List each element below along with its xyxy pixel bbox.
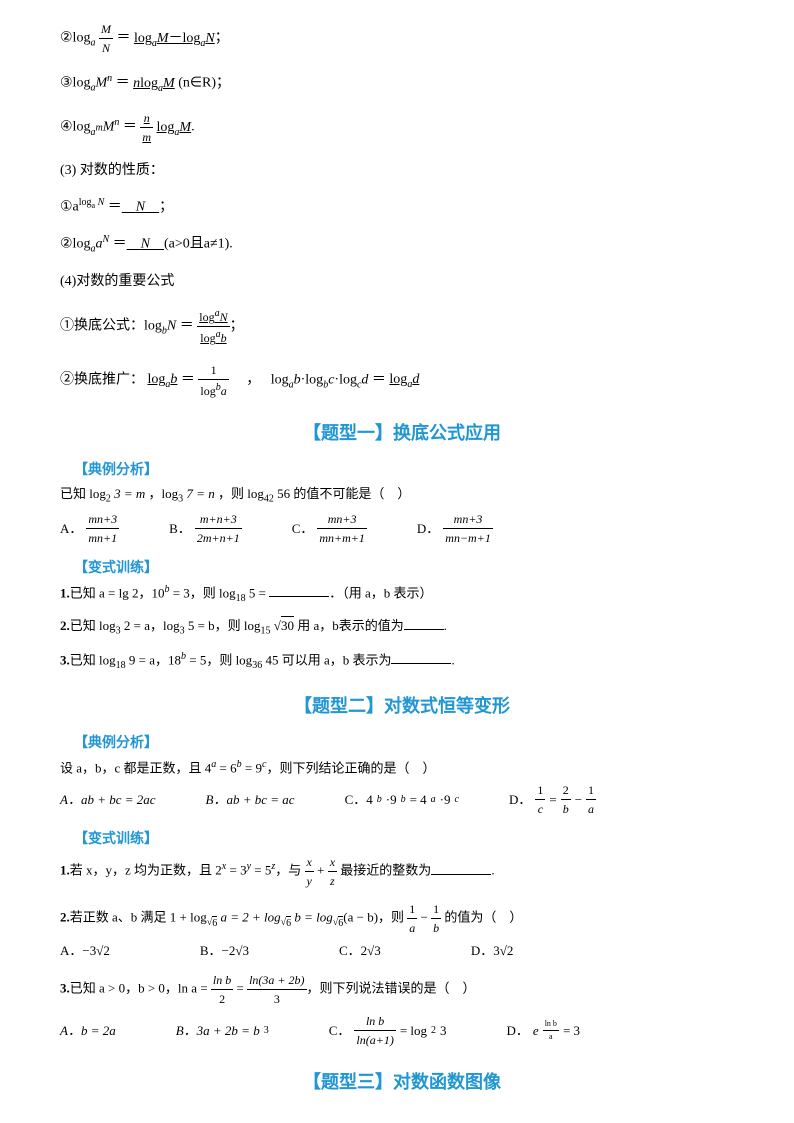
q1-option-d[interactable]: D．mn+3mn−m+1 <box>417 510 493 547</box>
p1-1: 1.已知 a = lg 2，10b = 3，则 log18 5 = ．（用 a，… <box>60 582 744 606</box>
p2-2-option-b[interactable]: B．−2√3 <box>200 941 249 961</box>
practice-header-2: 【变式训练】 <box>60 828 744 849</box>
p2-3-option-d[interactable]: D．eln ba = 3 <box>507 1012 581 1049</box>
q2-option-c[interactable]: C．4b·9b = 4a·9c <box>345 781 459 818</box>
formula-power-base: ④logamMn ＝ nm logaM. <box>60 109 744 146</box>
q1: 已知 log2 3 = m ，log3 7 = n ，则 log42 56 的值… <box>60 484 744 548</box>
p2-2-option-c[interactable]: C．2√3 <box>339 941 381 961</box>
section-title-3: 【题型三】对数函数图像 <box>60 1069 744 1096</box>
section-title-1: 【题型一】换底公式应用 <box>60 420 744 447</box>
practice-header-1: 【变式训练】 <box>60 557 744 578</box>
q1-option-b[interactable]: B．m+n+32m+n+1 <box>169 510 242 547</box>
p1-3: 3.已知 log18 9 = a，18b = 5，则 log36 45 可以用 … <box>60 649 744 673</box>
p2-3-option-a[interactable]: A．b = 2a <box>60 1012 116 1049</box>
change-base: ①换底公式：logbN ＝ logaNlogab； <box>60 306 744 347</box>
formula-power: ③logaMn ＝ nlogaM (n∈R)； <box>60 71 744 95</box>
p1-2: 2.已知 log3 2 = a，log3 5 = b，则 log15 √30 用… <box>60 616 744 639</box>
p2-3: 3.已知 a > 0，b > 0，ln a = ln b2 = ln(3a + … <box>60 971 744 1049</box>
p2-3-option-b[interactable]: B．3a + 2b = b3 <box>176 1012 269 1049</box>
q1-option-c[interactable]: C．mn+3mn+m+1 <box>292 510 367 547</box>
section-3-title: (3) 对数的性质： <box>60 160 744 181</box>
p2-2-option-d[interactable]: D．3√2 <box>471 941 514 961</box>
q2-option-d[interactable]: D．1c = 2b − 1a <box>509 781 596 818</box>
q2: 设 a，b，c 都是正数，且 4a = 6b = 9c，则下列结论正确的是（ ）… <box>60 757 744 819</box>
example-header-1: 【典例分析】 <box>60 459 744 480</box>
q2-option-a[interactable]: A．ab + bc = 2ac <box>60 781 156 818</box>
p2-2-option-a[interactable]: A．−3√2 <box>60 941 110 961</box>
example-header-2: 【典例分析】 <box>60 732 744 753</box>
q2-option-b[interactable]: B．ab + bc = ac <box>206 781 295 818</box>
section-title-2: 【题型二】对数式恒等变形 <box>60 693 744 720</box>
p2-2: 2.若正数 a、b 满足 1 + log√6 a = 2 + log√6 b =… <box>60 900 744 961</box>
q1-option-a[interactable]: A．mn+3mn+1 <box>60 510 119 547</box>
change-base-ext: ②换底推广： logab ＝ 1logba ， logab·logbc·logc… <box>60 361 744 400</box>
formula-quotient: ②loga MN ＝ logaM－logaN； <box>60 20 744 57</box>
p2-1: 1.若 x，y，z 均为正数，且 2x = 3y = 5z，与 xy + xz … <box>60 853 744 890</box>
property-2: ②logaaN ＝ N (a>0且a≠1). <box>60 232 744 256</box>
property-1: ①aloga N ＝ N ； <box>60 195 744 218</box>
p2-3-option-c[interactable]: C．ln bln(a+1) = log2 3 <box>329 1012 447 1049</box>
section-4-title: (4)对数的重要公式 <box>60 271 744 292</box>
